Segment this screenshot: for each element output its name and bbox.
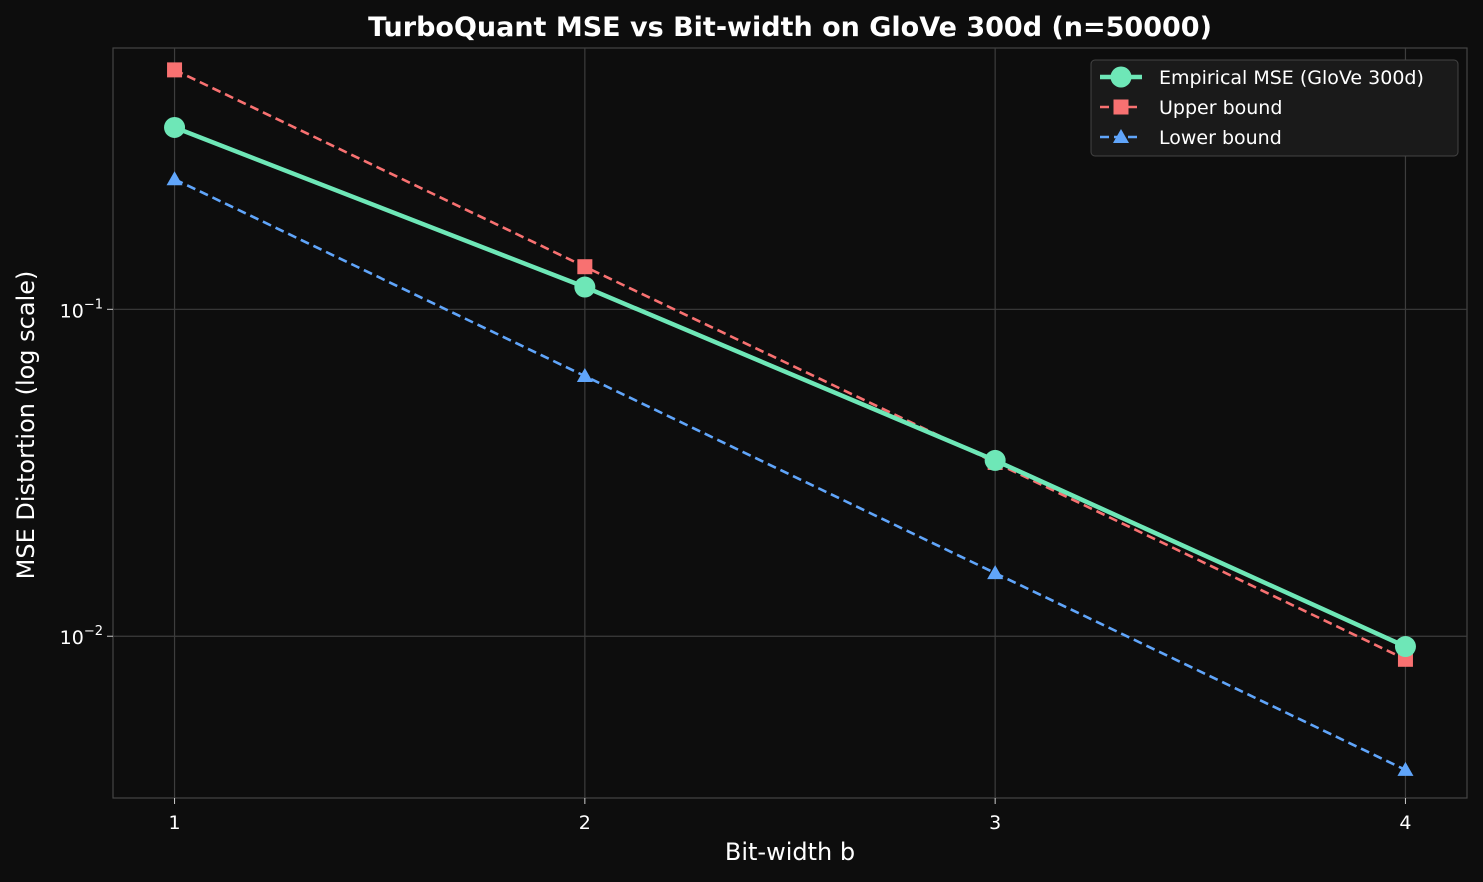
legend-label-empirical: Empirical MSE (GloVe 300d) xyxy=(1159,67,1424,89)
series-empirical xyxy=(164,116,1416,658)
data-point-upper-bound xyxy=(167,62,183,78)
legend-label-upper-bound: Upper bound xyxy=(1159,97,1282,119)
legend-box xyxy=(1090,59,1459,157)
y-tick-label: 10−1 xyxy=(60,297,103,322)
x-tick-labels: 1 2 3 4 xyxy=(168,798,1412,834)
series-lower-bound xyxy=(166,171,1414,776)
data-point-lower-bound xyxy=(987,565,1004,580)
series-layer xyxy=(164,62,1416,776)
x-tick-label: 3 xyxy=(989,812,1001,834)
y-tick-label: 10−2 xyxy=(60,624,103,649)
x-tick-label: 2 xyxy=(579,812,591,834)
data-point-lower-bound xyxy=(166,171,183,186)
x-axis-label: Bit-width b xyxy=(725,838,855,866)
y-axis-label: MSE Distortion (log scale) xyxy=(12,271,40,580)
plot-area xyxy=(112,47,1468,799)
data-point-empirical xyxy=(1394,636,1416,658)
series-line-upper-bound xyxy=(173,68,1407,661)
data-point-upper-bound xyxy=(577,259,593,275)
legend-label-lower-bound: Lower bound xyxy=(1159,127,1282,149)
data-point-lower-bound xyxy=(576,368,593,383)
legend-marker-empirical xyxy=(1110,66,1132,88)
legend: Empirical MSE (GloVe 300d) Upper bound Low… xyxy=(1090,59,1459,157)
series-line-empirical xyxy=(173,125,1407,649)
x-tick-label: 4 xyxy=(1399,812,1411,834)
legend-marker-upper-bound xyxy=(1113,99,1129,115)
data-point-empirical xyxy=(164,116,186,138)
data-point-empirical xyxy=(984,449,1006,471)
chart-title: TurboQuant MSE vs Bit-width on GloVe 300… xyxy=(368,12,1212,43)
y-tick-labels: 10−1 10−2 xyxy=(60,297,113,649)
data-point-empirical xyxy=(574,276,596,298)
data-point-lower-bound xyxy=(1397,761,1414,776)
series-line-lower-bound xyxy=(173,178,1407,772)
legend-marker-lower-bound xyxy=(1113,129,1129,143)
x-tick-label: 1 xyxy=(168,812,180,834)
